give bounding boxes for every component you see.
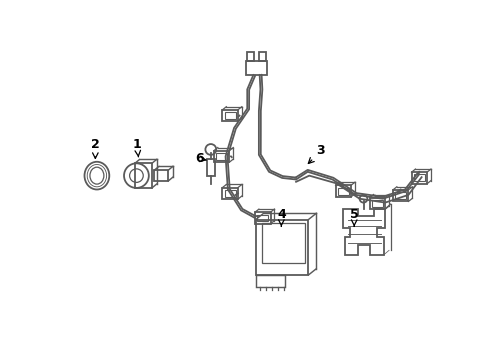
Text: 5: 5 [350, 208, 359, 226]
Text: 4: 4 [277, 208, 286, 226]
Text: 2: 2 [91, 138, 100, 158]
Text: 6: 6 [195, 152, 206, 165]
Text: 3: 3 [308, 144, 325, 163]
Text: 1: 1 [133, 138, 142, 157]
